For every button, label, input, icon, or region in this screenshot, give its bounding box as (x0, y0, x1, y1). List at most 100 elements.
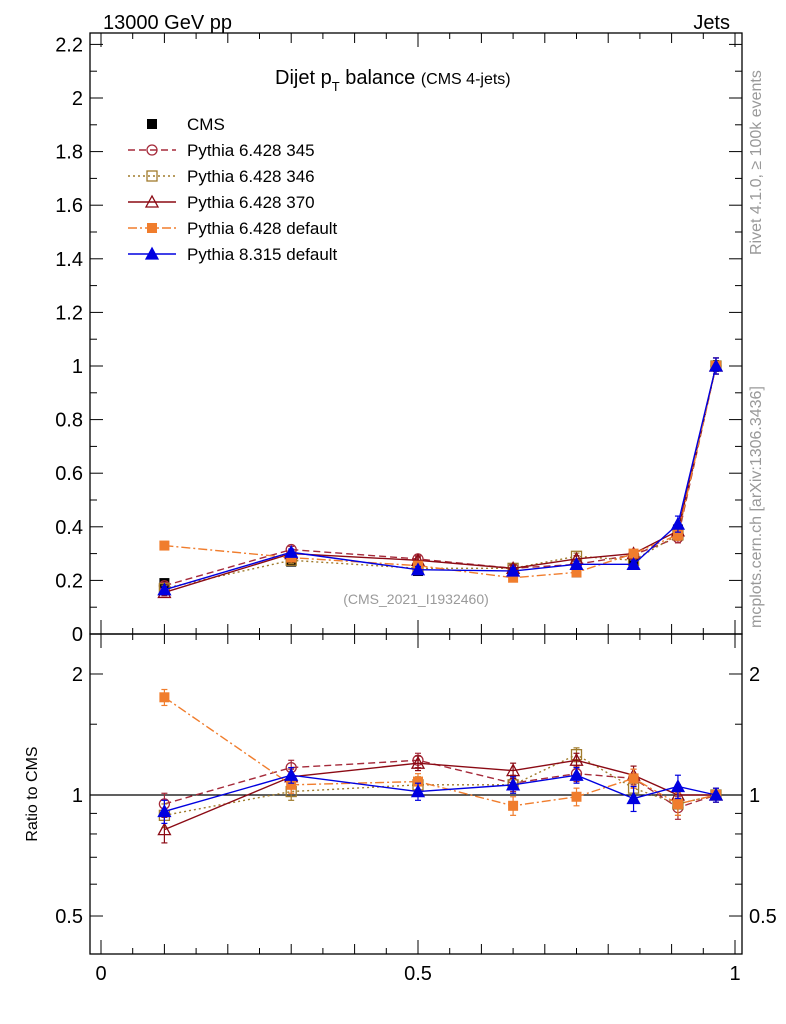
legend-entry-3: Pythia 6.428 370 (128, 193, 315, 212)
legend-marker (146, 170, 158, 182)
main-title-note: (CMS 4-jets) (421, 71, 511, 88)
ratio-series-line (164, 759, 717, 809)
legend: CMS Pythia 6.428 345 Pythia 6.428 346 Pythi… (128, 115, 338, 264)
main-data-point (159, 540, 170, 551)
ratio-series-line (164, 759, 716, 831)
xtick-label: 0.5 (404, 963, 432, 985)
mcplots-label: mcplots.cern.ch [arXiv:1306.3436] (748, 386, 765, 628)
ratio-data-point (159, 692, 170, 703)
ratio-data-point (157, 804, 172, 818)
main-ytick-label: 1.2 (55, 302, 83, 324)
ratio-data-point (284, 767, 299, 781)
main-series-line (164, 365, 717, 587)
ratio-data-point (571, 791, 582, 802)
legend-marker (144, 246, 160, 260)
analysis-watermark: (CMS_2021_I1932460) (343, 591, 489, 607)
legend-label: Pythia 6.428 default (187, 219, 338, 238)
ratio-series-line (164, 774, 717, 813)
main-data-point (157, 582, 172, 596)
ratio-data-point (506, 763, 521, 777)
ratio-data-point (708, 787, 724, 801)
ratio-data-point (569, 752, 584, 766)
main-data-point (410, 562, 426, 576)
ratio-data-point (410, 755, 426, 769)
ratio-ytick-label-right: 2 (749, 664, 760, 686)
ratio-data-point (157, 822, 172, 836)
main-data-point (628, 548, 639, 559)
main-ytick-label: 2 (72, 88, 83, 110)
main-ytick-label: 1.6 (55, 195, 83, 217)
main-data-point (569, 556, 584, 570)
main-ytick-label: 0.2 (55, 570, 83, 592)
ratio-data-point (628, 773, 639, 784)
main-ytick-label: 0.8 (55, 410, 83, 432)
ratio-data-point (286, 779, 297, 790)
rivet-label: Rivet 4.1.0, ≥ 100k events (748, 70, 765, 255)
ratio-ytick-label: 0.5 (55, 906, 83, 928)
main-series-5 (157, 357, 724, 596)
ratio-series-line (164, 753, 717, 817)
ratio-ylabel: Ratio to CMS (24, 746, 41, 841)
header-left: 13000 GeV pp (103, 12, 232, 34)
main-ytick-label: 0.4 (55, 517, 83, 539)
ratio-data-point (410, 784, 426, 798)
ratio-series-line (164, 696, 717, 807)
main-data-point (506, 563, 521, 577)
xtick-label: 1 (729, 963, 740, 985)
main-ytick-label: 0 (72, 624, 83, 646)
legend-entry-2: Pythia 6.428 346 (128, 167, 315, 186)
main-data-point (708, 358, 724, 372)
legend-marker (147, 223, 157, 233)
legend-marker (144, 194, 160, 208)
main-ytick-label: 0.6 (55, 463, 83, 485)
main-series-line (164, 365, 717, 591)
main-title: Dijet pT balance (CMS 4-jets) (275, 67, 511, 94)
main-ytick-label: 1 (72, 356, 83, 378)
main-series-line (164, 365, 717, 590)
main-title-main: Dijet p (275, 67, 332, 89)
main-axes: 0 0.2 0.4 0.6 0.8 1 1.2 1.4 1.6 1.8 2 2.2 (55, 33, 742, 646)
ratio-ytick-label: 2 (72, 664, 83, 686)
xtick-label: 0 (95, 963, 106, 985)
legend-label: CMS (187, 115, 225, 134)
ratio-ytick-label: 1 (72, 785, 83, 807)
ratio-ytick-label-right: 0.5 (749, 906, 777, 928)
legend-entry-0: CMS (147, 115, 225, 134)
legend-marker (146, 144, 158, 156)
legend-entry-5: Pythia 8.315 default (128, 245, 338, 264)
legend-label: Pythia 6.428 370 (187, 193, 315, 212)
main-ytick-label: 1.8 (55, 142, 83, 164)
ratio-series-layer (157, 688, 724, 844)
ratio-data-point (672, 798, 683, 809)
legend-label: Pythia 6.428 346 (187, 167, 315, 186)
main-data-point (508, 572, 519, 583)
main-series-line (164, 365, 717, 579)
legend-label: Pythia 6.428 345 (187, 141, 315, 160)
ratio-ytick-label-right: 1 (749, 785, 760, 807)
ratio-data-point (413, 776, 423, 787)
legend-entry-4: Pythia 6.428 default (128, 219, 338, 238)
ratio-data-point (670, 779, 686, 793)
header-right: Jets (693, 12, 730, 34)
legend-label: Pythia 8.315 default (187, 245, 338, 264)
ratio-series-4 (157, 766, 724, 824)
ratio-data-point (508, 800, 519, 811)
ratio-data-point (506, 777, 521, 791)
main-data-point (670, 516, 686, 530)
main-title-sub: T (332, 79, 340, 94)
main-series-layer (157, 357, 724, 599)
main-ytick-label: 2.2 (55, 34, 83, 56)
main-title-rest: balance (340, 67, 416, 89)
main-data-point (672, 529, 683, 540)
legend-marker (147, 119, 157, 129)
ratio-data-point (569, 767, 584, 781)
main-data-point (284, 544, 299, 558)
main-ytick-label: 1.4 (55, 249, 83, 271)
legend-entry-1: Pythia 6.428 345 (128, 141, 315, 160)
ratio-series-3 (159, 688, 721, 816)
ratio-data-point (626, 791, 641, 805)
main-data-point (571, 567, 582, 578)
main-data-point (626, 556, 641, 570)
